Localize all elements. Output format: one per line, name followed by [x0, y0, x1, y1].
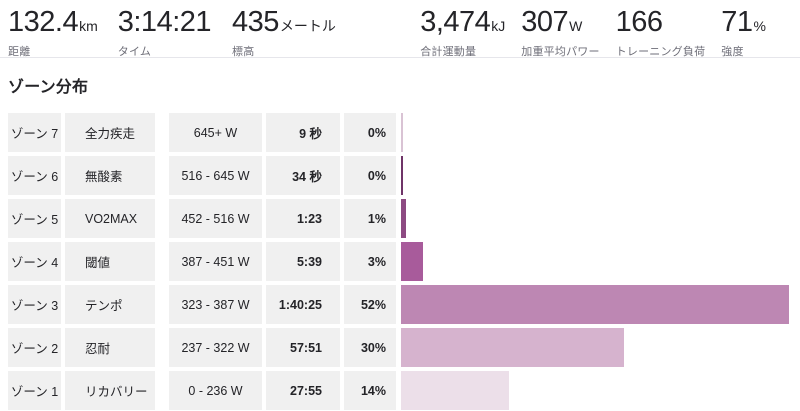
stat-label: 標高: [232, 46, 255, 58]
stat-value: 3,474kJ: [420, 6, 506, 38]
stat-item: 71% 強度: [721, 6, 766, 59]
stat-item: 3:14:21 タイム: [118, 6, 212, 59]
power-range-cell: 323 - 387 W: [169, 285, 262, 324]
stat-unit: kJ: [491, 18, 506, 34]
stat-value: 3:14:21: [117, 6, 212, 38]
power-range-cell: 516 - 645 W: [169, 156, 262, 195]
power-range-cell: 452 - 516 W: [169, 199, 262, 238]
stat-item: 166 トレーニング負荷: [616, 6, 706, 59]
power-range-cell: 237 - 322 W: [169, 328, 262, 367]
percent-cell: 52%: [344, 285, 396, 324]
bar-track: [401, 113, 792, 152]
stat-item: 307W 加重平均パワー: [521, 6, 599, 59]
time-in-zone-cell: 5:39: [266, 242, 340, 281]
zone-bar: [401, 199, 407, 238]
zone-name-cell: 忍耐: [65, 328, 155, 367]
zone-bar: [401, 371, 509, 410]
zone-row: ゾーン 3 テンポ 323 - 387 W 1:40:25 52%: [0, 285, 800, 324]
bar-track: [401, 242, 792, 281]
stat-label: 加重平均パワー: [521, 46, 600, 58]
time-in-zone-cell: 27:55: [266, 371, 340, 410]
stat-unit: W: [569, 18, 583, 34]
zone-name-cell: テンポ: [65, 285, 155, 324]
zone-row: ゾーン 6 無酸素 516 - 645 W 34 秒 0%: [0, 156, 800, 195]
percent-cell: 3%: [344, 242, 396, 281]
percent-cell: 30%: [344, 328, 396, 367]
stat-unit: メートル: [279, 18, 336, 34]
zone-bar: [401, 156, 404, 195]
percent-cell: 0%: [344, 113, 396, 152]
zone-number-cell: ゾーン 3: [8, 285, 61, 324]
zone-name-cell: 閾値: [65, 242, 155, 281]
zone-row: ゾーン 2 忍耐 237 - 322 W 57:51 30%: [0, 328, 800, 367]
zone-number-cell: ゾーン 5: [8, 199, 61, 238]
zone-bar: [401, 242, 423, 281]
time-in-zone-cell: 34 秒: [266, 156, 340, 195]
activity-stats-bar: 132.4km 距離 3:14:21 タイム 435メートル 標高 3,474k…: [0, 0, 800, 59]
zone-name-cell: 無酸素: [65, 156, 155, 195]
time-in-zone-cell: 57:51: [266, 328, 340, 367]
zone-number-cell: ゾーン 7: [8, 113, 61, 152]
stat-value: 71%: [721, 6, 766, 38]
section-divider: [0, 57, 800, 58]
time-in-zone-cell: 9 秒: [266, 113, 340, 152]
power-range-cell: 387 - 451 W: [169, 242, 262, 281]
zone-row: ゾーン 5 VO2MAX 452 - 516 W 1:23 1%: [0, 199, 800, 238]
stats-group-left: 132.4km 距離 3:14:21 タイム 435メートル 標高: [8, 6, 336, 59]
time-in-zone-cell: 1:23: [266, 199, 340, 238]
percent-cell: 1%: [344, 199, 396, 238]
zone-bar: [401, 113, 403, 152]
stat-value: 435メートル: [232, 6, 336, 38]
zone-name-cell: リカバリー: [65, 371, 155, 410]
bar-track: [401, 328, 792, 367]
zone-row: ゾーン 4 閾値 387 - 451 W 5:39 3%: [0, 242, 800, 281]
zone-number-cell: ゾーン 1: [8, 371, 61, 410]
time-in-zone-cell: 1:40:25: [266, 285, 340, 324]
stat-label: 強度: [721, 46, 744, 58]
zone-distribution-title: ゾーン分布: [8, 79, 89, 96]
stat-value: 166: [615, 6, 663, 38]
percent-cell: 0%: [344, 156, 396, 195]
zone-bar: [401, 285, 789, 324]
stat-value: 132.4km: [8, 6, 98, 38]
bar-track: [401, 156, 792, 195]
stat-item: 3,474kJ 合計運動量: [420, 6, 505, 59]
bar-track: [401, 285, 792, 324]
bar-track: [401, 199, 792, 238]
zone-name-cell: VO2MAX: [65, 199, 155, 238]
zone-number-cell: ゾーン 6: [8, 156, 61, 195]
stat-label: トレーニング負荷: [615, 46, 706, 58]
stat-label: 合計運動量: [420, 46, 477, 58]
zone-row: ゾーン 1 リカバリー 0 - 236 W 27:55 14%: [0, 371, 800, 410]
percent-cell: 14%: [344, 371, 396, 410]
stat-unit: %: [753, 18, 766, 34]
bar-track: [401, 371, 792, 410]
zone-number-cell: ゾーン 2: [8, 328, 61, 367]
zone-number-cell: ゾーン 4: [8, 242, 61, 281]
stats-group-right: 3,474kJ 合計運動量 307W 加重平均パワー 166 トレーニング負荷 …: [420, 6, 766, 59]
stat-value: 307W: [521, 6, 583, 38]
zone-bar: [401, 328, 625, 367]
stat-unit: km: [79, 18, 98, 34]
zone-row: ゾーン 7 全力疾走 645+ W 9 秒 0%: [0, 113, 800, 152]
stat-label: 距離: [8, 46, 31, 58]
stat-item: 132.4km 距離: [8, 6, 98, 59]
zone-name-cell: 全力疾走: [65, 113, 155, 152]
power-range-cell: 645+ W: [169, 113, 262, 152]
stat-label: タイム: [117, 46, 152, 58]
zone-distribution-table: ゾーン 7 全力疾走 645+ W 9 秒 0% ゾーン 6 無酸素 516 -…: [0, 113, 800, 410]
power-range-cell: 0 - 236 W: [169, 371, 262, 410]
stat-item: 435メートル 標高: [232, 6, 336, 59]
